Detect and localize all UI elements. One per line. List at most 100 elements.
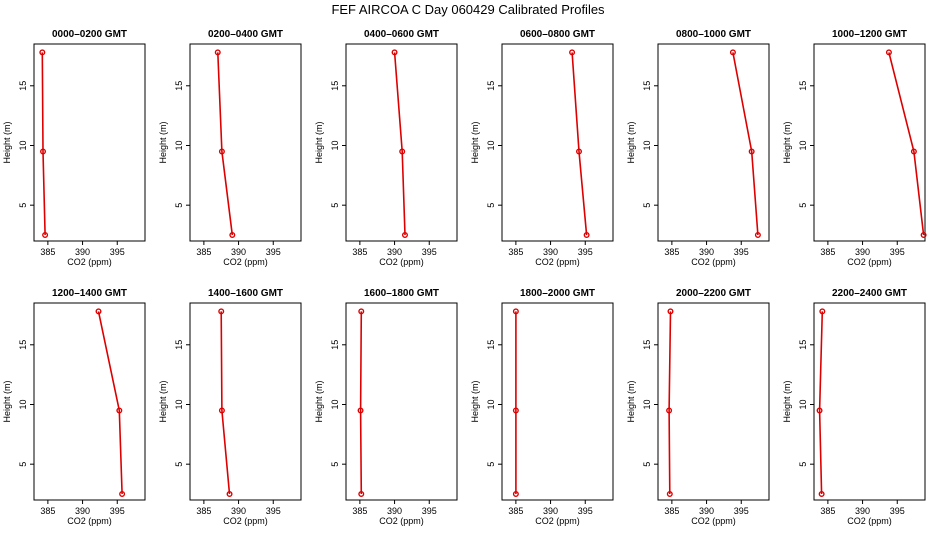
- y-axis-label: Height (m): [314, 121, 324, 163]
- panel-title: 0200–0400 GMT: [208, 29, 283, 40]
- profile-line: [359, 311, 363, 495]
- y-tick-label: 5: [642, 203, 652, 208]
- profile-point: [95, 308, 102, 315]
- y-axis-label: Height (m): [626, 380, 636, 422]
- x-tick-label: 390: [75, 506, 90, 516]
- x-tick-label: 395: [266, 247, 281, 257]
- profile-point: [391, 49, 398, 56]
- y-tick-label: 15: [174, 340, 184, 350]
- x-tick-label: 385: [40, 506, 55, 516]
- x-axis-label: CO2 (ppm): [67, 516, 112, 526]
- panel-title: 1200–1400 GMT: [52, 288, 127, 299]
- y-axis-label: Height (m): [158, 121, 168, 163]
- profile-point: [399, 148, 406, 155]
- profile-line: [571, 52, 588, 236]
- profile-point: [512, 491, 519, 498]
- panel-title: 1600–1800 GMT: [364, 288, 439, 299]
- panel-11: 2000–2200 GMT 385 390 395 5 10 15 CO2 (ppm) Heig…: [626, 288, 770, 526]
- y-tick-label: 15: [330, 340, 340, 350]
- profile-line: [888, 52, 925, 236]
- panel-4: 0600–0800 GMT 385 390 395 5 10 15 CO2 (ppm) Heig…: [470, 29, 614, 267]
- x-tick-label: 390: [543, 247, 558, 257]
- x-axis-label: CO2 (ppm): [535, 516, 580, 526]
- profile-point: [583, 232, 590, 239]
- panel-title: 0000–0200 GMT: [52, 29, 127, 40]
- x-axis-label: CO2 (ppm): [691, 516, 736, 526]
- plot-frame: [657, 302, 770, 501]
- panel-title: 2200–2400 GMT: [832, 288, 907, 299]
- x-tick-label: 390: [543, 506, 558, 516]
- x-axis-label: CO2 (ppm): [223, 516, 268, 526]
- profile-point: [40, 148, 47, 155]
- y-tick-label: 15: [18, 81, 28, 91]
- profile-point: [754, 232, 761, 239]
- y-axis-label: Height (m): [626, 121, 636, 163]
- profile-point: [229, 232, 236, 239]
- y-axis-label: Height (m): [314, 380, 324, 422]
- profile-line: [818, 311, 824, 495]
- y-tick-label: 10: [174, 399, 184, 409]
- panel-title: 1400–1600 GMT: [208, 288, 283, 299]
- plot-frame: [813, 302, 926, 501]
- y-tick-label: 15: [486, 81, 496, 91]
- profile-line: [393, 52, 406, 236]
- panel-title: 0800–1000 GMT: [676, 29, 751, 40]
- profile-point: [358, 491, 365, 498]
- x-tick-label: 390: [387, 506, 402, 516]
- profile-point: [910, 148, 917, 155]
- y-tick-label: 15: [18, 340, 28, 350]
- y-tick-label: 15: [642, 340, 652, 350]
- panel-10: 1800–2000 GMT 385 390 395 5 10 15 CO2 (ppm) Heig…: [470, 288, 614, 526]
- profile-point: [401, 232, 408, 239]
- x-tick-label: 395: [422, 506, 437, 516]
- profile-point: [119, 491, 126, 498]
- x-tick-label: 390: [387, 247, 402, 257]
- x-tick-label: 395: [422, 247, 437, 257]
- plot-frame: [189, 302, 302, 501]
- y-tick-label: 10: [330, 399, 340, 409]
- panel-1: 0000–0200 GMT 385 390 395 5 10 15 CO2 (ppm) Heig…: [2, 29, 146, 267]
- y-axis-label: Height (m): [2, 121, 12, 163]
- y-tick-label: 5: [330, 462, 340, 467]
- x-tick-label: 385: [196, 247, 211, 257]
- y-axis-label: Height (m): [470, 121, 480, 163]
- panel-6: 1000–1200 GMT 385 390 395 5 10 15 CO2 (ppm) Heig…: [782, 29, 927, 267]
- y-axis-label: Height (m): [158, 380, 168, 422]
- x-tick-label: 390: [855, 247, 870, 257]
- y-tick-label: 15: [174, 81, 184, 91]
- panel-7: 1200–1400 GMT 385 390 395 5 10 15 CO2 (ppm) Heig…: [2, 288, 146, 526]
- y-tick-label: 5: [486, 203, 496, 208]
- profile-point: [816, 407, 823, 414]
- y-tick-label: 5: [798, 203, 808, 208]
- x-tick-label: 390: [231, 247, 246, 257]
- x-axis-label: CO2 (ppm): [379, 257, 424, 267]
- profile-point: [885, 49, 892, 56]
- x-axis-label: CO2 (ppm): [847, 257, 892, 267]
- x-axis-label: CO2 (ppm): [379, 516, 424, 526]
- x-tick-label: 395: [890, 506, 905, 516]
- plot-frame: [33, 43, 146, 242]
- x-tick-label: 385: [40, 247, 55, 257]
- profile-point: [512, 407, 519, 414]
- y-tick-label: 10: [642, 399, 652, 409]
- plot-frame: [33, 302, 146, 501]
- x-tick-label: 395: [110, 247, 125, 257]
- y-tick-label: 10: [174, 140, 184, 150]
- x-axis-label: CO2 (ppm): [691, 257, 736, 267]
- panel-12: 2200–2400 GMT 385 390 395 5 10 15 CO2 (ppm) Heig…: [782, 288, 926, 526]
- profile-point: [819, 308, 826, 315]
- panel-title: 0400–0600 GMT: [364, 29, 439, 40]
- profile-point: [666, 407, 673, 414]
- profile-line: [668, 311, 672, 495]
- profile-point: [357, 407, 364, 414]
- y-tick-label: 5: [798, 462, 808, 467]
- x-tick-label: 390: [699, 247, 714, 257]
- y-tick-label: 10: [18, 399, 28, 409]
- profile-line: [97, 311, 123, 495]
- y-tick-label: 10: [642, 140, 652, 150]
- x-tick-label: 385: [820, 247, 835, 257]
- x-axis-label: CO2 (ppm): [847, 516, 892, 526]
- x-tick-label: 395: [890, 247, 905, 257]
- y-tick-label: 10: [798, 399, 808, 409]
